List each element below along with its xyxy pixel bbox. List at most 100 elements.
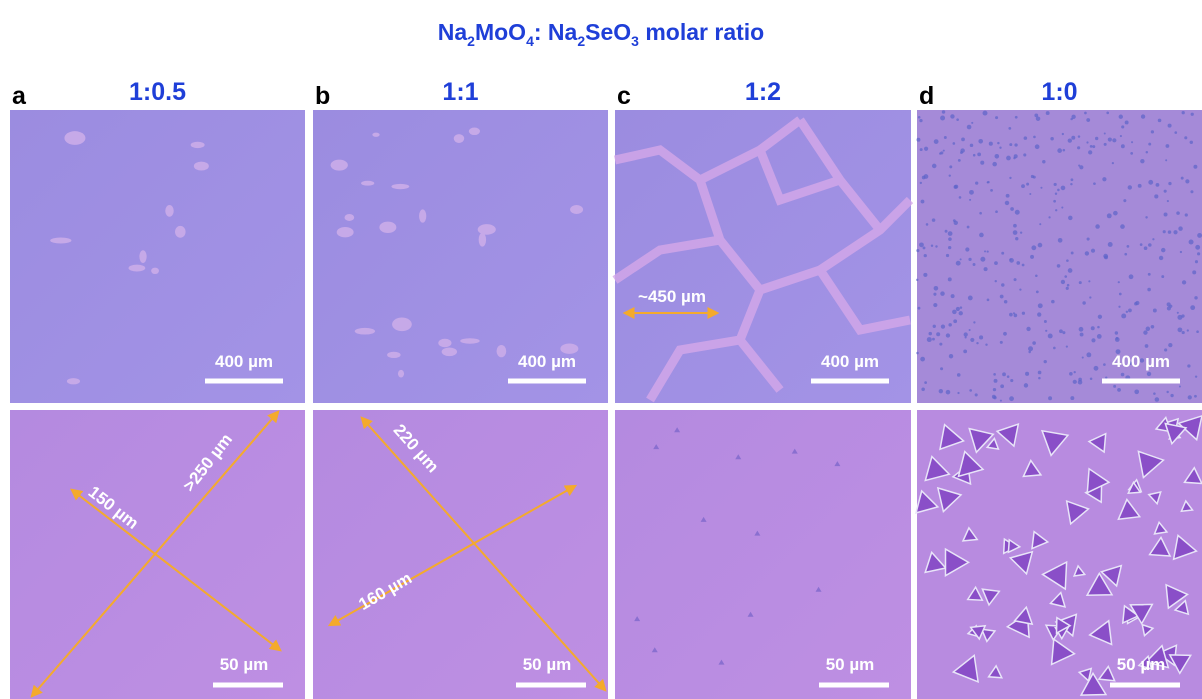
- nucleus: [936, 332, 940, 336]
- nucleus: [923, 273, 927, 277]
- title-sub: 3: [631, 33, 639, 49]
- nucleus: [1028, 346, 1033, 351]
- nucleus: [1185, 213, 1188, 216]
- flake: [64, 131, 85, 145]
- nucleus: [939, 152, 941, 154]
- nucleus: [1014, 143, 1017, 146]
- nucleus: [1009, 143, 1012, 146]
- nucleus: [1120, 135, 1122, 137]
- flake: [460, 338, 479, 343]
- scale-label: 400 µm: [215, 352, 273, 371]
- nucleus: [1147, 372, 1151, 376]
- nucleus: [983, 111, 988, 116]
- nucleus: [916, 279, 918, 281]
- nucleus: [1013, 157, 1015, 159]
- figure-title: Na2MoO4: Na2SeO3 molar ratio: [438, 19, 764, 49]
- micrographs: [10, 110, 1202, 699]
- nucleus: [1185, 179, 1189, 183]
- nucleus: [1068, 216, 1072, 220]
- nucleus: [1053, 200, 1056, 203]
- nucleus: [927, 337, 932, 342]
- nucleus: [1128, 309, 1132, 313]
- flake: [391, 184, 409, 189]
- flake: [454, 134, 464, 143]
- nucleus: [934, 139, 939, 144]
- nucleus: [993, 373, 996, 376]
- nucleus: [1146, 151, 1148, 153]
- nucleus: [1074, 371, 1076, 373]
- nucleus: [1126, 311, 1128, 313]
- nucleus: [1097, 326, 1100, 329]
- nucleus: [1194, 296, 1197, 299]
- nucleus: [1190, 141, 1193, 144]
- nucleus: [1148, 180, 1153, 185]
- nucleus: [1112, 162, 1114, 164]
- nucleus: [965, 247, 969, 251]
- nucleus: [1069, 372, 1073, 376]
- nucleus: [935, 245, 937, 247]
- nucleus: [1152, 238, 1154, 240]
- nucleus: [1178, 226, 1182, 230]
- nucleus: [1071, 252, 1074, 255]
- flake: [337, 227, 354, 237]
- scale-label: 400 µm: [821, 352, 879, 371]
- nucleus: [984, 267, 988, 271]
- nucleus: [1124, 253, 1127, 256]
- annotation: ~450 µm: [638, 287, 706, 306]
- nucleus: [1187, 364, 1190, 367]
- nucleus: [970, 338, 974, 342]
- nucleus: [944, 136, 947, 139]
- flake: [398, 370, 404, 378]
- nucleus: [1108, 242, 1113, 247]
- flake: [191, 142, 205, 148]
- nucleus: [964, 332, 968, 336]
- nucleus: [1030, 255, 1034, 259]
- flake: [438, 339, 451, 347]
- nucleus: [958, 159, 961, 162]
- nucleus: [934, 286, 939, 291]
- nucleus: [1010, 207, 1014, 211]
- flake: [345, 214, 355, 221]
- nucleus: [1145, 344, 1149, 348]
- nucleus: [987, 298, 990, 301]
- nucleus: [1113, 211, 1118, 216]
- flake: [570, 205, 583, 214]
- nucleus: [1004, 300, 1008, 304]
- flake: [175, 226, 186, 238]
- nucleus: [995, 210, 998, 213]
- nucleus: [1168, 182, 1171, 185]
- nucleus: [1113, 385, 1116, 388]
- nucleus: [973, 263, 976, 266]
- nucleus: [940, 367, 943, 370]
- title-part: Na: [438, 19, 468, 45]
- nucleus: [995, 116, 998, 119]
- nucleus: [940, 116, 945, 121]
- nucleus: [1020, 231, 1022, 233]
- nucleus: [1053, 347, 1056, 350]
- nucleus: [1156, 183, 1160, 187]
- flake: [469, 127, 480, 135]
- nucleus: [1025, 372, 1029, 376]
- flake: [379, 222, 396, 233]
- nucleus: [954, 185, 958, 189]
- nucleus: [1013, 224, 1017, 228]
- nucleus: [994, 379, 998, 383]
- nucleus: [1021, 184, 1025, 188]
- nucleus: [1080, 333, 1084, 337]
- nucleus: [1168, 343, 1172, 347]
- scale-label: 50 µm: [1117, 655, 1166, 674]
- nucleus: [1040, 187, 1042, 189]
- nucleus: [939, 389, 943, 393]
- flake: [50, 238, 71, 244]
- nucleus: [1153, 309, 1157, 313]
- nucleus: [1181, 177, 1184, 180]
- nucleus: [1082, 357, 1084, 359]
- nucleus: [951, 294, 955, 298]
- nucleus: [1182, 280, 1186, 284]
- nucleus: [920, 148, 923, 151]
- nucleus: [1165, 159, 1167, 161]
- flake: [151, 268, 159, 274]
- nucleus: [1119, 293, 1122, 296]
- nucleus: [918, 307, 921, 310]
- nucleus: [1118, 281, 1120, 283]
